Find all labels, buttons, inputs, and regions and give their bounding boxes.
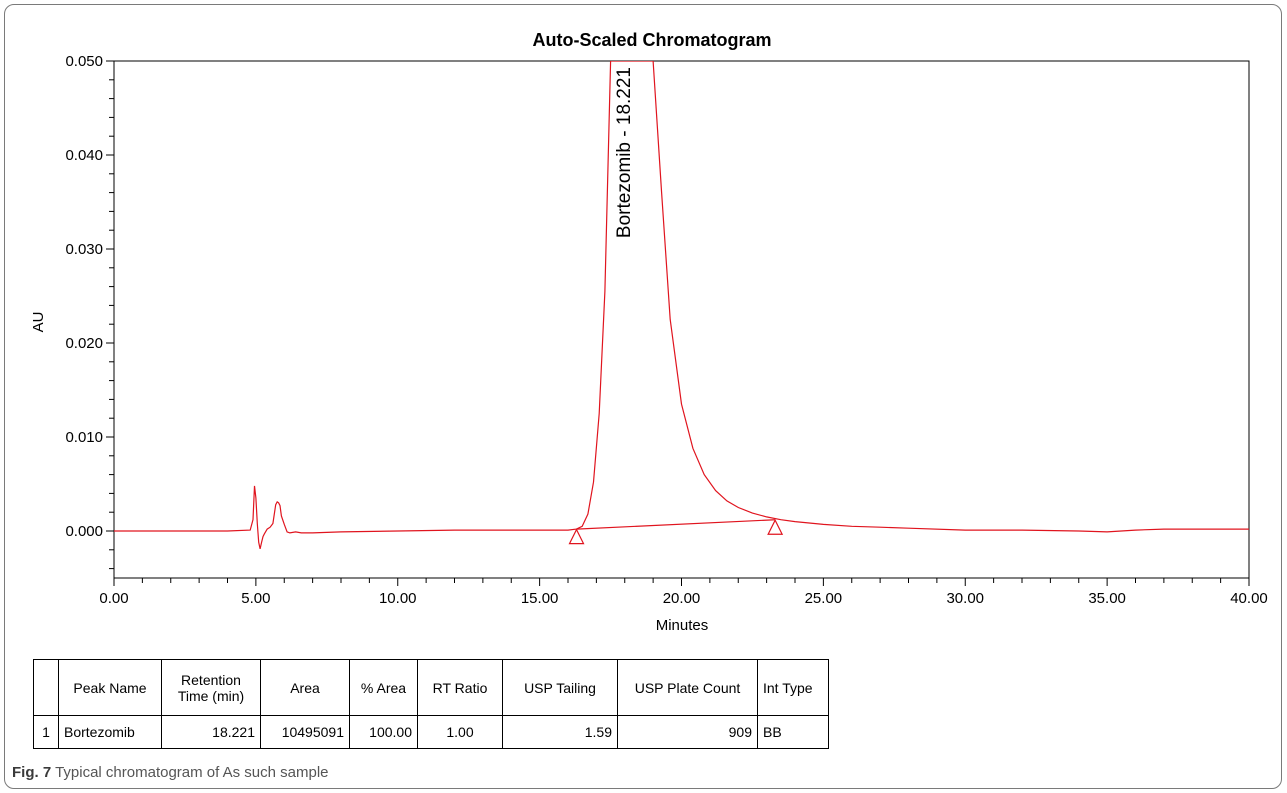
cell-area: 10495091 bbox=[260, 715, 350, 749]
cell-index: 1 bbox=[33, 715, 59, 749]
cell-rt-ratio: 1.00 bbox=[417, 715, 503, 749]
caption-text: Typical chromatogram of As such sample bbox=[51, 764, 329, 781]
x-tick-label: 25.00 bbox=[805, 590, 843, 607]
cell-peak-name: Bortezomib bbox=[58, 715, 162, 749]
caption-label: Fig. 7 bbox=[12, 764, 52, 781]
header-index bbox=[33, 659, 59, 716]
header-usp-tailing: USP Tailing bbox=[502, 659, 618, 716]
header-peak-name: Peak Name bbox=[58, 659, 162, 716]
header-int-type: Int Type bbox=[757, 659, 829, 716]
chromatogram-trace bbox=[114, 61, 1249, 550]
x-tick-label: 10.00 bbox=[379, 590, 417, 607]
y-tick-label: 0.050 bbox=[65, 53, 103, 70]
x-tick-label: 30.00 bbox=[946, 590, 984, 607]
x-axis-label: Minutes bbox=[656, 617, 709, 634]
chromatogram-chart: Auto-Scaled Chromatogram AU Minutes 0.00… bbox=[30, 30, 1268, 634]
integration-marker bbox=[767, 518, 784, 535]
x-tick-label: 0.00 bbox=[99, 590, 128, 607]
x-tick-label: 40.00 bbox=[1230, 590, 1268, 607]
y-tick-label: 0.010 bbox=[65, 429, 103, 446]
cell-percent-area: 100.00 bbox=[349, 715, 418, 749]
table-header-row: Peak Name Retention Time (min) Area % Ar… bbox=[33, 659, 829, 716]
x-tick-label: 15.00 bbox=[521, 590, 559, 607]
header-usp-plate-count: USP Plate Count bbox=[617, 659, 758, 716]
figure-caption: Fig. 7 Typical chromatogram of As such s… bbox=[12, 764, 329, 781]
figure-frame bbox=[4, 4, 1282, 789]
x-tick-label: 20.00 bbox=[663, 590, 701, 607]
y-tick-label: 0.000 bbox=[65, 523, 103, 540]
cell-usp-plate-count: 909 bbox=[617, 715, 758, 749]
integration-marker bbox=[568, 528, 585, 545]
peak-baseline bbox=[576, 519, 776, 530]
header-area: Area bbox=[260, 659, 350, 716]
chart-title: Auto-Scaled Chromatogram bbox=[532, 30, 771, 50]
header-percent-area: % Area bbox=[349, 659, 418, 716]
cell-usp-tailing: 1.59 bbox=[502, 715, 618, 749]
peak-results-table: Peak Name Retention Time (min) Area % Ar… bbox=[33, 659, 829, 749]
cell-retention-time: 18.221 bbox=[161, 715, 261, 749]
y-tick-label: 0.030 bbox=[65, 241, 103, 258]
y-tick-label: 0.040 bbox=[65, 147, 103, 164]
plot-area-frame bbox=[113, 60, 1250, 579]
x-tick-label: 35.00 bbox=[1088, 590, 1126, 607]
table-row: 1 Bortezomib 18.221 10495091 100.00 1.00… bbox=[33, 715, 829, 749]
x-tick-label: 5.00 bbox=[241, 590, 270, 607]
y-axis-label: AU bbox=[30, 312, 47, 333]
header-rt-ratio: RT Ratio bbox=[417, 659, 503, 716]
peak-label: Bortezomib - 18.221 bbox=[614, 67, 635, 238]
y-tick-label: 0.020 bbox=[65, 335, 103, 352]
header-retention-time: Retention Time (min) bbox=[161, 659, 261, 716]
cell-int-type: BB bbox=[757, 715, 829, 749]
